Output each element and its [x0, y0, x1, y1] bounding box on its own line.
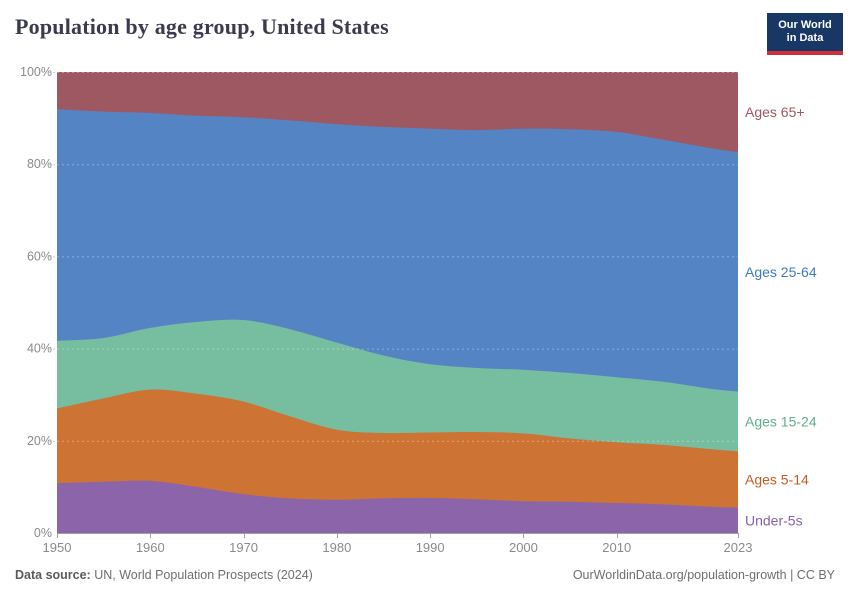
y-axis-tick-label: 60%	[27, 249, 52, 263]
legend-label-ages-15-24: Ages 15-24	[745, 413, 817, 429]
x-axis: 1950 1960 1970 1980 1990 2000 2010 2023	[43, 533, 753, 555]
page-title: Population by age group, United States	[15, 14, 389, 39]
y-axis-tick-label: 100%	[20, 65, 52, 79]
legend-label-ages-5-14: Ages 5-14	[745, 472, 809, 488]
data-source-text: UN, World Population Prospects (2024)	[90, 568, 313, 582]
credit-link[interactable]: OurWorldinData.org/population-growth | C…	[572, 568, 835, 582]
area-under-5s[interactable]	[57, 480, 738, 533]
x-axis-tick-label: 2010	[602, 540, 631, 555]
y-axis-tick-label: 80%	[27, 157, 52, 171]
owid-logo-line1: Our World	[778, 19, 832, 31]
legend-label-ages-25-64: Ages 25-64	[745, 264, 817, 280]
legend: Under-5s Ages 5-14 Ages 15-24 Ages 25-64 Age…	[745, 104, 817, 528]
x-axis-tick-label: 1990	[416, 540, 445, 555]
chart-footer: Data source: UN, World Population Prospe…	[15, 568, 835, 582]
x-axis-tick-label: 1960	[136, 540, 165, 555]
y-axis-tick-label: 20%	[27, 434, 52, 448]
stacked-areas	[57, 72, 738, 534]
gridlines	[49, 72, 738, 442]
owid-logo-line2: in Data	[786, 32, 824, 44]
x-axis-tick-label: 1950	[43, 540, 72, 555]
legend-label-under-5s: Under-5s	[745, 512, 803, 528]
y-axis: 0% 20% 40% 60% 80% 100%	[20, 65, 52, 540]
x-axis-tick-label: 2000	[509, 540, 538, 555]
owid-logo[interactable]: Our World in Data	[767, 13, 843, 55]
y-axis-tick-label: 0%	[34, 526, 52, 540]
x-axis-tick-label: 2023	[724, 540, 753, 555]
x-axis-tick-label: 1970	[229, 540, 258, 555]
y-axis-tick-label: 40%	[27, 342, 52, 356]
x-axis-tick-label: 1980	[322, 540, 351, 555]
data-source-note: Data source: UN, World Population Prospe…	[15, 568, 313, 582]
data-source-label: Data source:	[15, 568, 91, 582]
legend-label-ages-65plus: Ages 65+	[745, 104, 805, 120]
